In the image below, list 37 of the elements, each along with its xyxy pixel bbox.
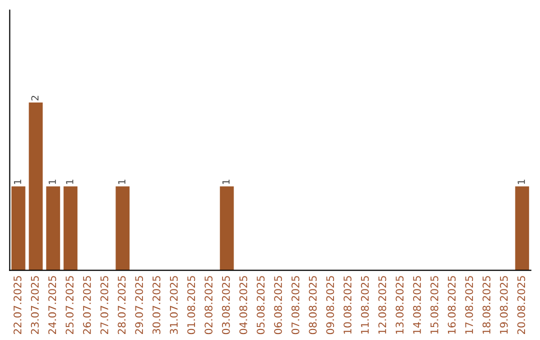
- x-tick-label: 04.08.2025: [239, 276, 248, 334]
- x-tick-label: 17.08.2025: [465, 276, 474, 334]
- x-tick-label: 16.08.2025: [448, 276, 456, 334]
- data-label: 1: [14, 180, 22, 184]
- x-tick-label: 23.07.2025: [30, 276, 39, 334]
- x-tick-label: 12.08.2025: [378, 276, 386, 334]
- data-label: 2: [31, 96, 38, 100]
- x-tick-label: 20.08.2025: [517, 276, 526, 334]
- x-tick-label: 27.07.2025: [100, 276, 108, 334]
- x-tick-label: 06.08.2025: [274, 276, 282, 334]
- x-tick-label: 05.08.2025: [256, 276, 265, 334]
- x-tick-label: 07.08.2025: [291, 276, 300, 334]
- x-tick-label: 26.07.2025: [83, 276, 91, 334]
- x-tick-label: 29.07.2025: [135, 276, 144, 334]
- x-tick-label: 09.08.2025: [326, 276, 334, 334]
- data-label: 1: [66, 180, 74, 184]
- x-tick-label: 25.07.2025: [66, 276, 74, 334]
- x-tick-label: 02.08.2025: [204, 276, 212, 334]
- x-tick-label: 14.08.2025: [413, 276, 421, 334]
- data-label: 1: [48, 180, 56, 184]
- x-tick-label: 13.08.2025: [396, 276, 404, 334]
- x-tick-label: 01.08.2025: [187, 276, 196, 334]
- x-tick-label: 03.08.2025: [222, 276, 230, 334]
- x-tick-label: 24.07.2025: [48, 276, 56, 334]
- x-tick-label: 08.08.2025: [308, 276, 317, 334]
- data-label: 1: [118, 180, 126, 184]
- x-tick-label: 19.08.2025: [500, 276, 508, 334]
- x-tick-label: 31.07.2025: [170, 276, 178, 334]
- x-tick-label: 15.08.2025: [430, 276, 438, 334]
- x-tick-label: 11.08.2025: [360, 276, 369, 334]
- x-tick-label: 22.07.2025: [14, 276, 22, 334]
- x-tick-label: 18.08.2025: [482, 276, 490, 334]
- x-tick-label: 28.07.2025: [118, 276, 126, 334]
- data-label: 1: [222, 180, 230, 184]
- x-tick-label: 10.08.2025: [344, 276, 352, 334]
- x-tick-label: 30.07.2025: [152, 276, 160, 334]
- data-label: 1: [518, 180, 525, 184]
